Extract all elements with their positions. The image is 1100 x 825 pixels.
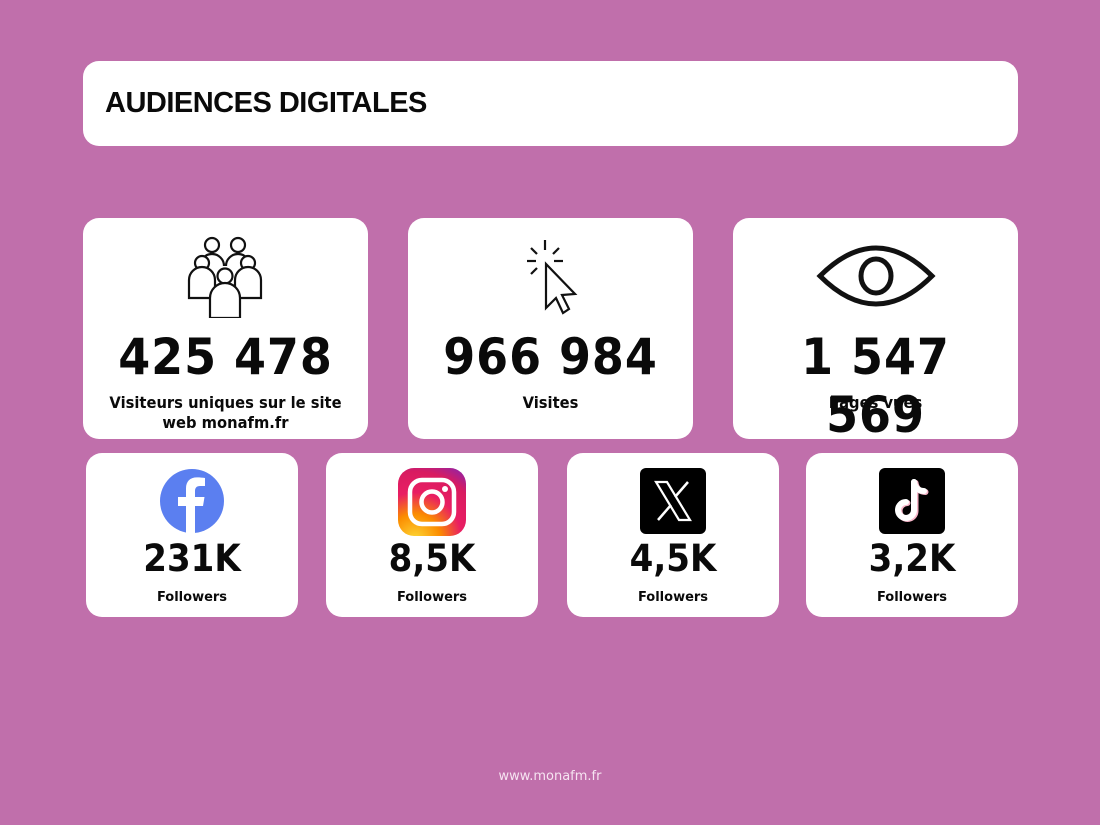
social-card-instagram: 8,5K Followers	[326, 453, 538, 617]
facebook-icon	[86, 468, 298, 534]
social-card-x: 4,5K Followers	[567, 453, 779, 617]
stat-card-unique-visitors: 425 478 Visiteurs uniques sur le site we…	[83, 218, 368, 439]
facebook-followers-value: 231K	[143, 537, 241, 580]
tiktok-followers-label: Followers	[876, 590, 948, 605]
stat-card-page-views: 1 547 569 Pages vues	[733, 218, 1018, 444]
instagram-followers-value: 8,5K	[388, 537, 476, 580]
x-followers-value: 4,5K	[629, 537, 717, 580]
facebook-followers-label: Followers	[156, 590, 228, 605]
page-views-value: 1 547 569	[801, 328, 950, 444]
social-card-tiktok: 3,2K Followers	[806, 453, 1018, 617]
unique-visitors-value: 425 478	[118, 328, 333, 386]
eye-icon	[733, 236, 1018, 318]
visits-label: Visites	[522, 393, 579, 412]
title-card: AUDIENCES DIGITALES	[83, 61, 1018, 146]
stat-card-visits: 966 984 Visites	[408, 218, 693, 439]
footer-url: www.monafm.fr	[498, 769, 602, 784]
cursor-click-icon	[408, 236, 693, 318]
x-followers-label: Followers	[637, 590, 709, 605]
page-title: AUDIENCES DIGITALES	[105, 87, 427, 119]
instagram-icon	[326, 468, 538, 536]
unique-visitors-label: Visiteurs uniques sur le site web monafm…	[109, 393, 342, 432]
x-icon	[567, 468, 779, 534]
tiktok-icon	[806, 468, 1018, 534]
visits-value: 966 984	[443, 328, 658, 386]
people-group-icon	[83, 236, 368, 318]
instagram-followers-label: Followers	[396, 590, 468, 605]
page-views-label: Pages vues	[828, 393, 923, 412]
social-card-facebook: 231K Followers	[86, 453, 298, 617]
tiktok-followers-value: 3,2K	[868, 537, 956, 580]
